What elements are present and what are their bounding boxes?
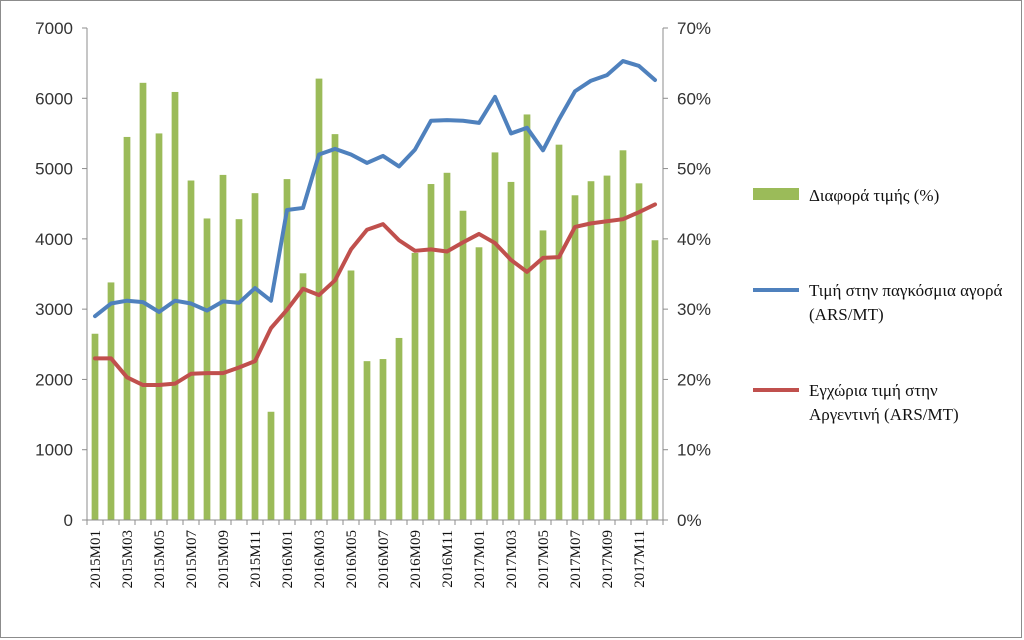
x-tick-label: 2015M11	[248, 530, 264, 588]
legend-label: Εγχώρια τιμή στην Αργεντινή (ARS/MT)	[809, 381, 959, 424]
y-right-tick-label: 70%	[677, 19, 711, 38]
legend-label-line: Αργεντινή (ARS/MT)	[809, 405, 959, 424]
x-tick-label: 2015M05	[152, 530, 168, 588]
bar	[571, 195, 579, 520]
y-left-tick-label: 7000	[35, 19, 73, 38]
x-tick-label: 2017M03	[504, 530, 520, 588]
bar	[459, 210, 467, 521]
x-tick-label: 2015M01	[88, 530, 104, 588]
bar	[539, 230, 547, 521]
bar	[379, 359, 387, 520]
bar	[411, 252, 419, 520]
bar	[299, 273, 307, 520]
legend-label: Διαφορά τιμής (%)	[809, 186, 939, 205]
x-tick-label: 2017M05	[536, 530, 552, 588]
bar	[331, 134, 339, 520]
y-right-tick-label: 30%	[677, 300, 711, 319]
bar	[443, 172, 451, 521]
bar	[475, 247, 483, 521]
y-left-tick-label: 3000	[35, 300, 73, 319]
x-tick-label: 2016M03	[312, 530, 328, 588]
x-tick-label: 2015M07	[184, 530, 200, 589]
bar	[187, 180, 195, 520]
bar	[155, 133, 163, 520]
y-right-tick-label: 10%	[677, 441, 711, 460]
bar	[651, 240, 659, 520]
x-tick-label: 2016M07	[376, 530, 392, 589]
bar	[555, 144, 563, 521]
bar	[107, 282, 115, 520]
x-tick-label: 2017M01	[472, 530, 488, 588]
y-left-tick-label: 2000	[35, 370, 73, 389]
x-tick-label: 2016M11	[440, 530, 456, 588]
bar	[619, 150, 627, 521]
bar	[603, 175, 611, 520]
bar	[267, 411, 275, 520]
axes-layer: 0 1000 2000 3000 4000 5000 6000 7000 0% 10% 20% 30%…	[35, 19, 711, 588]
series-line	[93, 202, 657, 388]
y-right-tick-label: 0%	[677, 511, 702, 530]
bar	[427, 184, 435, 520]
y-right-tick-label: 40%	[677, 230, 711, 249]
x-tick-label: 2017M09	[600, 530, 616, 588]
bar	[315, 78, 323, 521]
legend-swatch	[753, 188, 799, 200]
legend-label-line: Διαφορά τιμής (%)	[809, 186, 939, 205]
bar	[523, 114, 531, 520]
y-left-tick-label: 0	[64, 511, 73, 530]
y-left-tick-label: 5000	[35, 160, 73, 179]
bar	[171, 91, 179, 521]
x-tick-label: 2017M07	[568, 530, 584, 589]
x-tick-label: 2016M01	[280, 530, 296, 588]
bar	[347, 270, 355, 520]
bar	[635, 183, 643, 520]
bar	[203, 218, 211, 520]
bar	[507, 181, 515, 520]
bar	[491, 152, 499, 520]
bar	[395, 337, 403, 520]
bar	[363, 361, 371, 520]
x-tick-label: 2017M11	[632, 530, 648, 588]
legend-label-line: Τιμή στην παγκόσμια αγορά	[809, 281, 1003, 300]
bar	[587, 181, 595, 520]
x-tick-label: 2016M05	[344, 530, 360, 588]
y-left-tick-label: 4000	[35, 230, 73, 249]
legend: Διαφορά τιμής (%) Τιμή στην παγκόσμια αγο…	[753, 186, 1003, 424]
x-tick-label: 2015M09	[216, 530, 232, 588]
legend-label-line: Εγχώρια τιμή στην	[809, 381, 938, 400]
legend-label-line: (ARS/MT)	[809, 305, 884, 324]
bar	[219, 174, 227, 520]
y-right-tick-label: 60%	[677, 89, 711, 108]
lines-layer	[93, 59, 657, 388]
bar	[123, 136, 131, 520]
bar	[283, 179, 291, 521]
x-tick-label: 2015M03	[120, 530, 136, 588]
series-line	[93, 59, 657, 319]
y-right-tick-label: 50%	[677, 160, 711, 179]
y-right-tick-label: 20%	[677, 370, 711, 389]
legend-label: Τιμή στην παγκόσμια αγορά (ARS/MT)	[809, 281, 1003, 324]
bar	[91, 333, 99, 520]
y-left-tick-label: 1000	[35, 441, 73, 460]
x-tick-label: 2016M09	[408, 530, 424, 588]
y-left-tick-label: 6000	[35, 89, 73, 108]
